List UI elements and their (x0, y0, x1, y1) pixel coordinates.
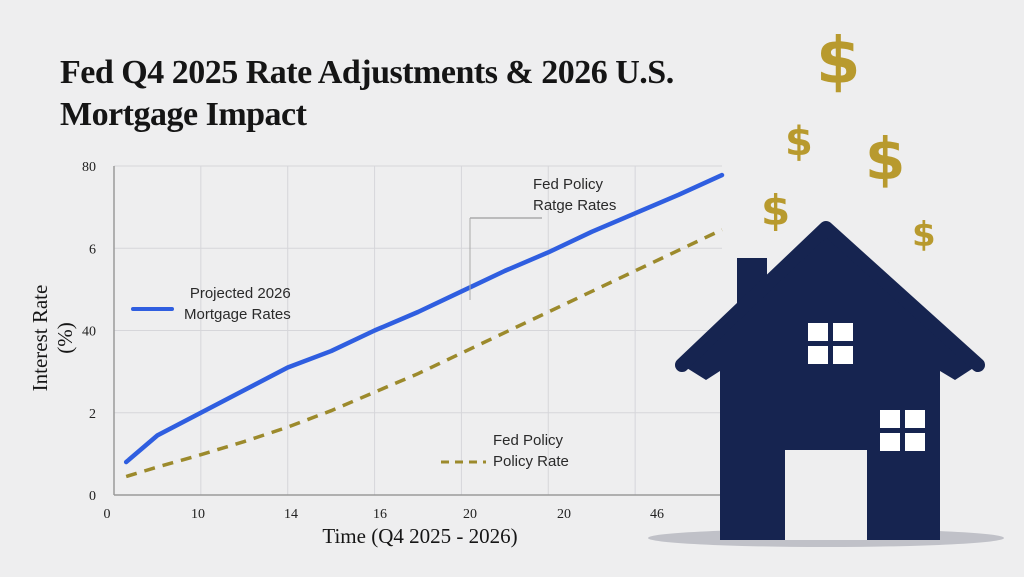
legend-label-mortgage: Projected 2026 Mortgage Rates (184, 285, 291, 323)
x-tick-label: 0 (104, 507, 111, 522)
x-tick-label: 20 (557, 507, 571, 522)
chart-axes (113, 166, 722, 496)
x-axis-ticks: 0 10 14 16 20 20 46 (104, 507, 665, 522)
y-tick-label: 6 (89, 242, 96, 257)
series-line-fed-policy-rate (125, 228, 723, 479)
y-tick-label: 0 (89, 489, 96, 504)
y-axis-label: Interest Rate (%) (28, 284, 77, 392)
x-axis-label: Time (Q4 2025 - 2026) (322, 524, 518, 548)
x-tick-label: 20 (463, 507, 477, 522)
dollar-sign-icon: $ (785, 119, 813, 165)
dollar-sign-icon: $ (912, 215, 936, 255)
legend-label-policy: Fed Policy Policy Rate (493, 432, 569, 470)
y-tick-label: 80 (82, 160, 96, 175)
y-tick-label: 2 (89, 407, 96, 422)
x-tick-label: 46 (650, 507, 664, 522)
y-axis-ticks: 0 2 40 6 80 (82, 160, 96, 504)
chart-grid (114, 165, 722, 495)
house-icon (648, 221, 1004, 547)
chart-title: Fed Q4 2025 Rate Adjustments & 2026 U.S.… (60, 54, 674, 133)
y-tick-label: 40 (82, 325, 96, 340)
dollar-sign-icon: $ (865, 125, 906, 193)
dollar-sign-icon: $ (761, 186, 791, 235)
series-line-mortgage-rates (123, 172, 725, 465)
x-tick-label: 16 (373, 507, 387, 522)
chart-series (123, 172, 725, 479)
x-tick-label: 10 (191, 507, 205, 522)
annotation-fed-policy-range: Fed Policy Ratge Rates (533, 176, 617, 214)
dollar-sign-icon: $ (816, 25, 861, 99)
x-tick-label: 14 (284, 507, 298, 522)
